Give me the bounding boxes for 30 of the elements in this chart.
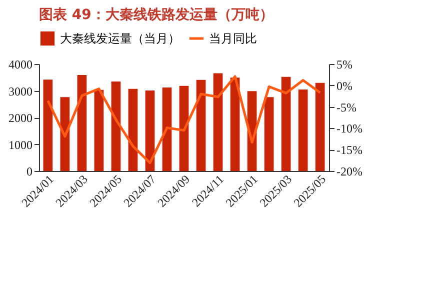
chart-title: 图表 49：大秦线铁路发运量（万吨） — [39, 7, 274, 23]
y-tick-label: 2000 — [8, 111, 32, 125]
bar — [230, 78, 240, 171]
y2-tick-label: 5% — [336, 58, 352, 72]
bar — [196, 80, 206, 171]
y2-tick-label: -15% — [336, 143, 362, 158]
bar — [111, 82, 121, 171]
bar — [298, 90, 308, 171]
y2-tick-label: 0% — [336, 78, 352, 93]
y-tick-label: 0 — [26, 164, 32, 178]
y2-tick-label: -20% — [336, 164, 362, 178]
legend-label: 当月同比 — [209, 32, 257, 46]
line-series — [46, 75, 322, 164]
bar — [213, 73, 223, 171]
y2-tick-label: -10% — [336, 122, 362, 136]
bar — [128, 88, 138, 171]
bar — [281, 76, 291, 171]
bar — [162, 88, 172, 171]
y-tick-label: 1000 — [8, 138, 32, 152]
y-tick-label: 3000 — [8, 84, 32, 98]
legend-label: 大秦线发运量（当月） — [60, 32, 180, 46]
bar — [315, 82, 325, 171]
bar — [94, 90, 104, 171]
y2-tick-label: -5% — [336, 100, 356, 114]
bar — [145, 90, 155, 171]
bar — [179, 86, 189, 171]
bar — [264, 97, 274, 171]
bar — [77, 74, 87, 171]
y-tick-label: 4000 — [8, 58, 32, 72]
bar — [43, 80, 53, 171]
